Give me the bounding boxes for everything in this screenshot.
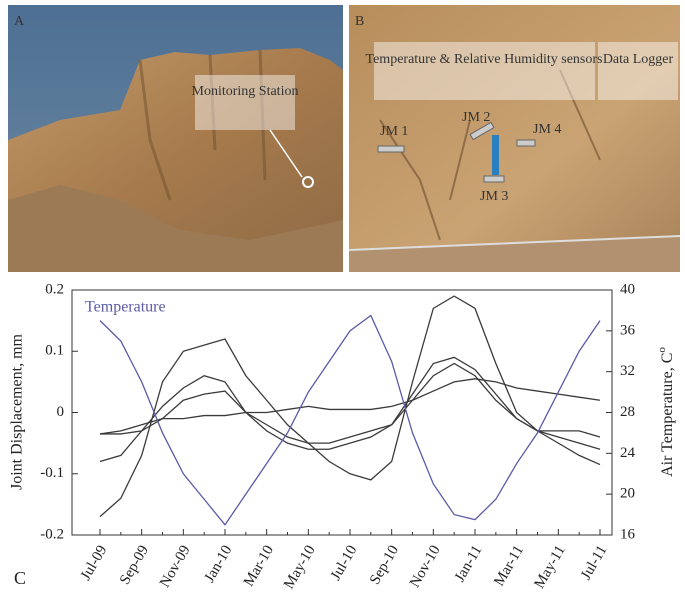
series-line: [99, 314, 601, 526]
x-tick-label: Sep-09: [117, 543, 152, 588]
series-line: [99, 378, 601, 435]
x-tick-label: Nov-10: [407, 543, 444, 591]
y2-tick-label: 24: [620, 445, 636, 461]
series-line: [100, 362, 601, 444]
panel-label: C: [14, 568, 26, 588]
y2-tick-label: 28: [620, 404, 635, 420]
panel-label: B: [355, 14, 364, 29]
x-tick-label: Mar-11: [491, 543, 527, 589]
x-tick-label: May-10: [281, 543, 319, 592]
joint-label: JM 2: [462, 110, 490, 125]
x-tick-label: Jul-11: [578, 543, 610, 583]
y2-tick-label: 40: [620, 281, 635, 297]
joint-label: JM 1: [380, 124, 408, 139]
y2-tick-label: 36: [620, 322, 636, 338]
y-tick-label: -0.1: [40, 465, 64, 481]
plot-frame: [71, 289, 613, 536]
panel-label: A: [14, 14, 25, 29]
joint-label: JM 4: [533, 122, 561, 137]
x-tick-label: Mar-10: [241, 543, 277, 590]
station-label: Monitoring Station: [192, 84, 299, 99]
x-tick-label: Nov-09: [157, 543, 194, 591]
series-line: [99, 295, 601, 518]
x-tick-label: May-11: [531, 543, 568, 592]
y2-tick-label: 16: [620, 526, 636, 542]
y-tick-label: 0.1: [45, 343, 64, 359]
photo-b: B Temperature & Relative Humidity sensor…: [348, 5, 681, 272]
y-tick-label: 0.2: [45, 281, 64, 297]
x-tick-label: Sep-10: [367, 543, 402, 588]
photo-a: A Monitoring Station: [8, 5, 343, 272]
logger-label: Data Logger: [603, 52, 674, 67]
y2-axis-label-superscript: o: [656, 347, 668, 353]
x-tick-label: Jul-10: [328, 543, 361, 583]
y2-tick-label: 20: [620, 486, 635, 502]
y-tick-label: -0.2: [40, 526, 64, 542]
y-axis-label: Joint Displacement, mm: [9, 333, 26, 490]
x-tick-label: Jul-09: [78, 543, 111, 583]
series-label: Temperature: [85, 299, 166, 316]
sensor-label: Temperature & Relative Humidity sensors: [366, 52, 603, 67]
y2-tick-label: 32: [620, 363, 635, 379]
y2-axis-label-text: Air Temperature, C: [659, 353, 676, 477]
joint-label: JM 3: [480, 189, 508, 204]
x-tick-label: Jan-10: [202, 543, 236, 586]
y-tick-label: 0: [57, 404, 65, 420]
x-tick-label: Jan-11: [452, 543, 486, 585]
y2-axis-label: Air Temperature, Co: [656, 347, 676, 477]
